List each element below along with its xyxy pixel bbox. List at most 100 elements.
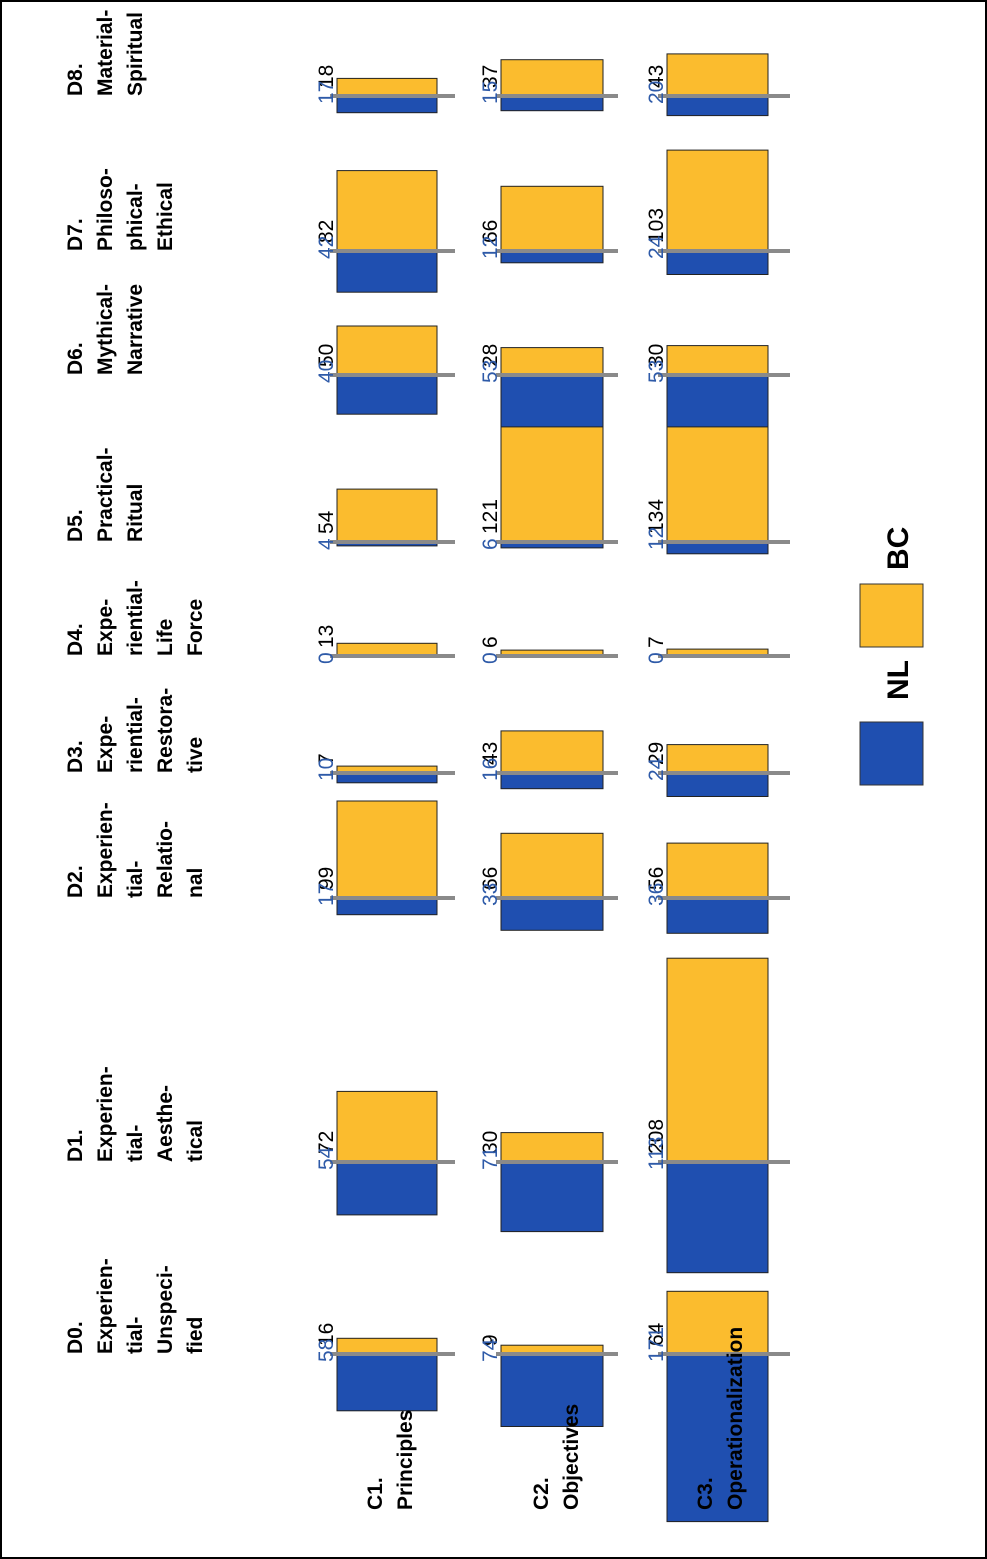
dimension-label: tial- [124,1317,147,1354]
dimension-label: phical- [124,183,147,251]
bar-nl [336,1353,438,1412]
dimension-label: Ritual [124,484,147,542]
bar-bc [666,744,769,774]
data-label-nl: 33 [479,883,502,906]
bar-bc [336,170,438,252]
bar-bc [666,842,769,899]
dimension-label: Experien- [94,1066,117,1162]
bar-nl [500,772,604,790]
data-label-nl: 6 [479,538,502,550]
legend-swatch-nl [859,721,924,786]
dimension-label: Narrative [124,284,147,375]
dimension-label: D8. [64,63,87,96]
data-label-nl: 40 [315,360,338,383]
bar-nl [666,897,769,934]
data-label-bc: 66 [479,867,502,890]
dimension-label: D5. [64,509,87,542]
data-label-nl: 4 [315,538,338,550]
dimension-label: tial- [124,1125,147,1162]
legend-label-bc: BC [882,527,915,570]
bar-nl [336,1161,438,1216]
bar-bc [336,800,438,899]
dimension-label: Expe- [94,599,117,656]
data-label-bc: 43 [645,65,668,88]
data-label-nl: 42 [315,236,338,259]
bar-bc [666,149,769,252]
bar-nl [666,374,769,428]
bar-bc [666,345,769,376]
bar-nl [336,897,438,916]
category-label: Operationalization [724,1327,747,1510]
dimension-label: D7. [64,218,87,251]
data-label-bc: 29 [645,742,668,765]
dimension-label: nal [184,868,207,898]
data-label-nl: 24 [645,757,668,781]
data-label-nl: 36 [645,883,668,906]
dimension-label: tive [184,737,207,773]
dimension-label: tial- [124,861,147,898]
dimension-label: Experien- [94,1258,117,1354]
dimension-label: Unspeci- [154,1265,177,1354]
data-label-nl: 113 [645,1137,668,1170]
bar-nl [500,1353,604,1427]
bar-nl [666,250,769,275]
bar-nl [500,897,604,931]
bar-bc [500,422,604,543]
data-label-nl: 0 [645,652,668,664]
data-label-bc: 134 [645,499,668,534]
bar-nl [500,95,604,112]
dimension-label: Life [154,619,177,656]
data-label-bc: 64 [645,1322,668,1346]
category-label: Objectives [560,1404,583,1510]
bar-nl [666,1161,769,1274]
dimension-label: Restora- [154,688,177,773]
dimension-label: D3. [64,740,87,773]
bar-bc [336,1337,438,1355]
data-label-bc: 30 [479,1131,502,1154]
category-label: C2. [530,1477,553,1510]
data-label-bc: 50 [315,344,338,367]
dimension-label: Ethical [154,182,177,251]
bar-bc [336,77,438,97]
bar-bc [336,1090,438,1163]
data-label-bc: 121 [479,499,502,534]
data-label-bc: 28 [479,344,502,367]
dimension-label: Mythical- [94,284,117,375]
dimension-label: Expe- [94,716,117,773]
bar-nl [500,1161,604,1233]
data-label-nl: 0 [479,652,502,664]
dimension-label: Material- [94,10,117,96]
data-label-nl: 10 [315,758,338,781]
dimension-label: D6. [64,342,87,375]
bar-nl [336,95,438,114]
data-label-bc: 72 [315,1131,338,1154]
data-label-bc: 9 [479,1334,502,1346]
dimension-label: D4. [64,623,87,656]
bar-bc [500,59,604,97]
data-label-nl: 12 [645,527,668,550]
category-label: C1. [364,1477,387,1510]
data-label-bc: 37 [479,65,502,88]
dimension-label: D0. [64,1321,87,1354]
dimension-label: D1. [64,1129,87,1162]
category-label: Principles [394,1410,417,1510]
data-label-nl: 74 [479,1338,502,1362]
dimension-label: D2. [64,865,87,898]
data-label-bc: 7 [645,636,668,648]
bar-bc [500,1132,604,1163]
data-label-bc: 30 [645,344,668,367]
bar-nl [336,374,438,415]
bar-bc [336,325,438,376]
dimension-label: Spiritual [124,12,147,96]
bar-bc [500,347,604,376]
bar-bc [666,1290,769,1355]
dimension-label: fied [184,1317,207,1354]
bar-bc [666,53,769,97]
bar-bc [666,410,769,543]
bar-bc [500,185,604,252]
data-label-bc: 43 [479,742,502,765]
bar-nl [666,1353,769,1523]
dimension-label: tical [184,1120,207,1162]
data-label-bc: 16 [315,1323,338,1346]
